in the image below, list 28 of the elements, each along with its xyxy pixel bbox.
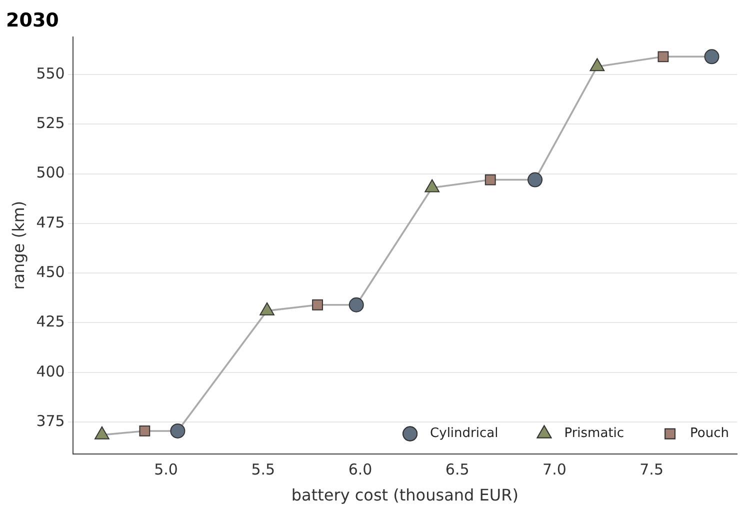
y-tick-label: 500	[36, 164, 65, 182]
x-tick-label: 6.0	[348, 460, 372, 479]
y-tick-label: 425	[36, 312, 65, 331]
y-tick-label: 400	[36, 362, 65, 380]
x-tick-label: 5.0	[154, 460, 178, 479]
point	[348, 297, 364, 312]
y-tick-label: 475	[36, 213, 65, 232]
x-tick-label: 7.5	[640, 460, 664, 479]
point	[528, 172, 543, 188]
y-tick-label: 450	[36, 262, 65, 281]
y-axis-title: range (km)	[8, 200, 28, 290]
point	[704, 49, 720, 64]
y-tick-label: 375	[36, 412, 65, 430]
x-axis-title: battery cost (thousand EUR)	[291, 486, 518, 505]
legend-label: Pouch	[690, 426, 730, 442]
point	[658, 51, 669, 62]
point	[484, 174, 496, 186]
x-tick-label: 5.5	[251, 460, 276, 479]
point	[170, 423, 186, 438]
point	[312, 299, 323, 310]
y-tick-label: 525	[36, 114, 65, 132]
point	[139, 426, 150, 436]
chart-title: 2030	[6, 9, 59, 32]
legend-label: Prismatic	[564, 426, 624, 442]
legend-label: Cylindrical	[430, 426, 498, 442]
x-tick-label: 7.0	[542, 460, 566, 479]
y-tick-label: 550	[36, 64, 65, 82]
x-tick-label: 6.5	[445, 460, 470, 479]
